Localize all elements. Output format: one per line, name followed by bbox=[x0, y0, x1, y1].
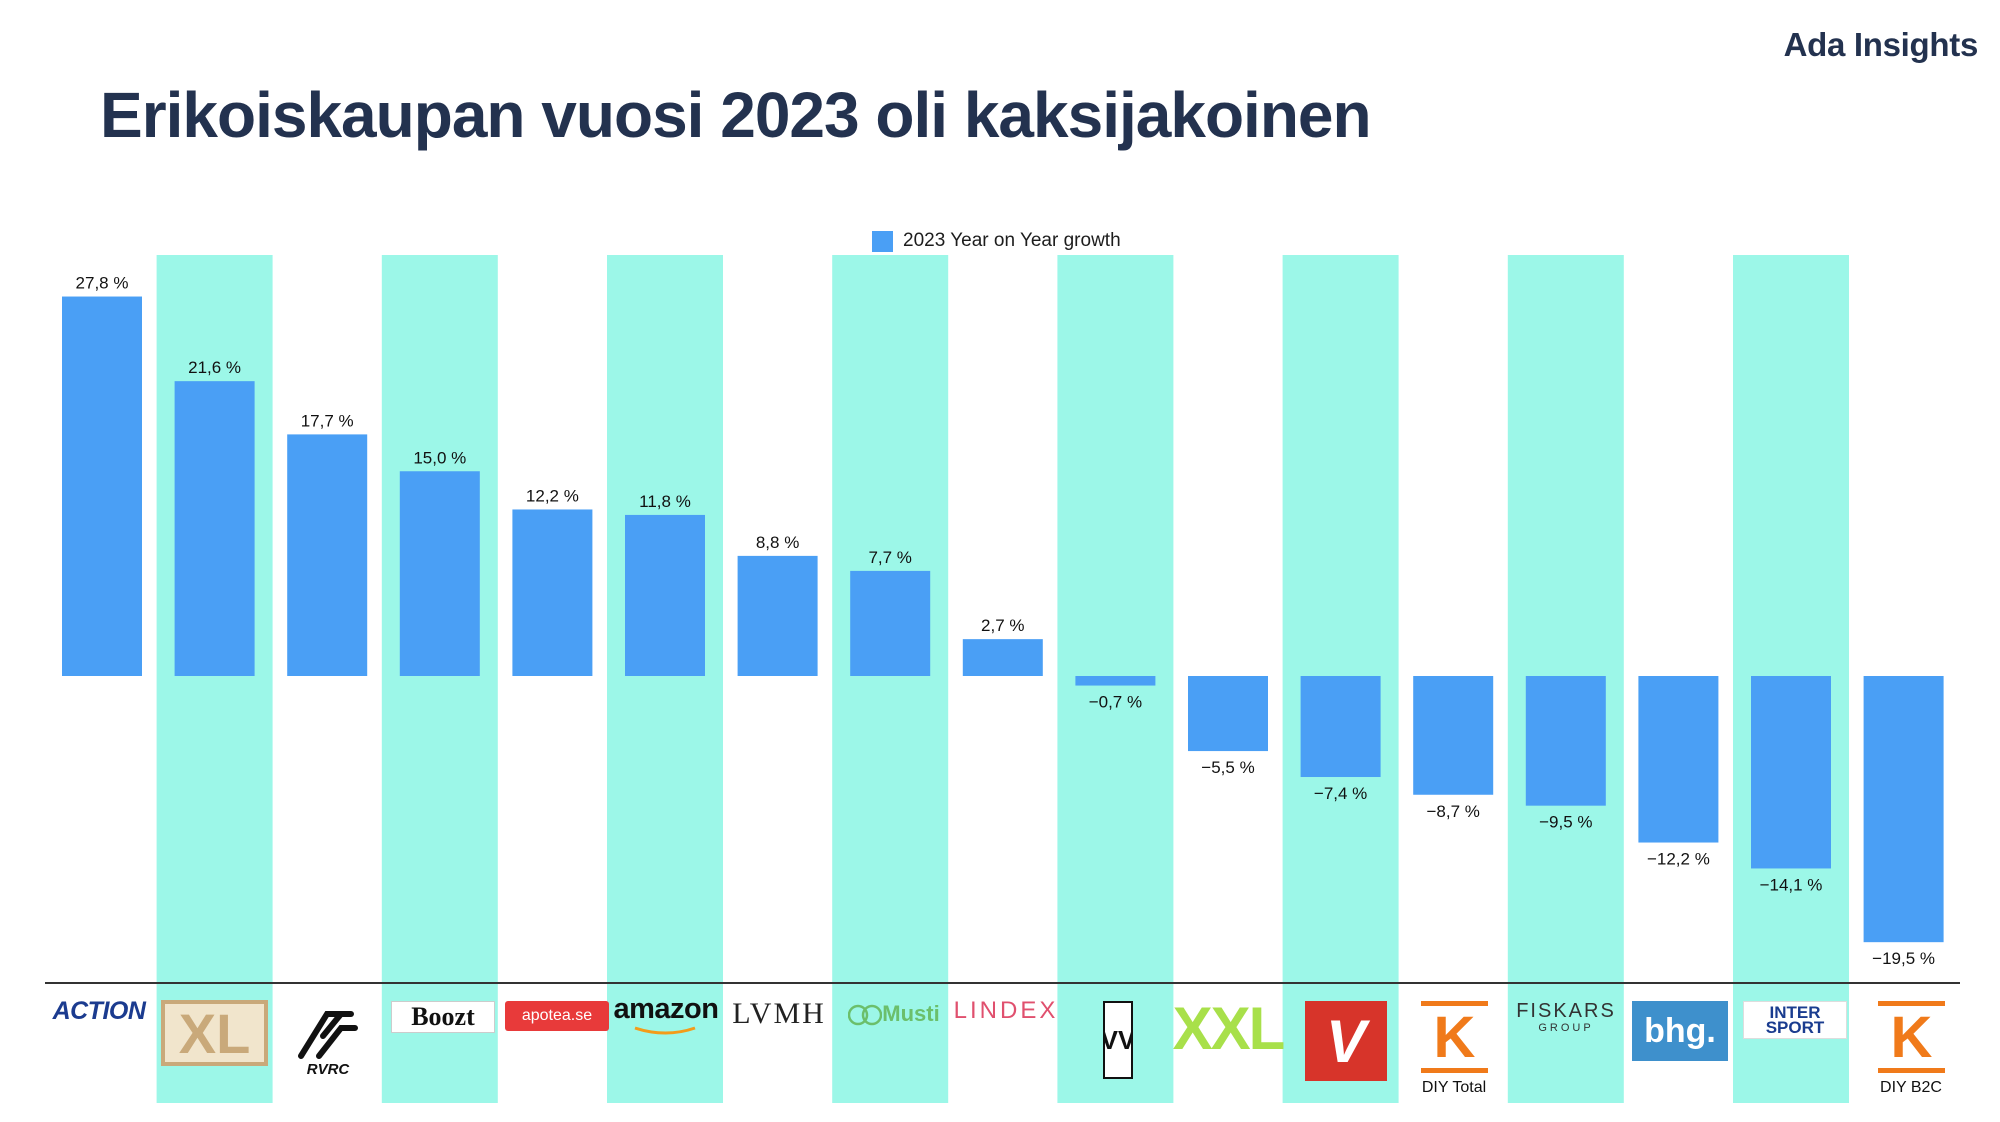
background-stripe bbox=[832, 255, 949, 1103]
logo-apotea: apotea.se bbox=[505, 1001, 609, 1031]
bar-fiskars-group bbox=[1525, 676, 1606, 806]
logo-vv: VV bbox=[1103, 1001, 1133, 1079]
data-label: −0,7 % bbox=[1089, 693, 1142, 712]
logo-musti: Musti bbox=[838, 997, 950, 1031]
page-title: Erikoiskaupan vuosi 2023 oli kaksijakoin… bbox=[100, 79, 1372, 151]
logo-k-diy-b2c: K bbox=[1878, 1001, 1945, 1073]
data-label: 8,8 % bbox=[756, 533, 799, 552]
logo-rvrc: RVRC bbox=[282, 1000, 374, 1084]
sublabel-diy-b2c: DIY B2C bbox=[1880, 1079, 1942, 1096]
data-label: −12,2 % bbox=[1647, 850, 1710, 869]
bar-apotea-se bbox=[512, 509, 593, 676]
data-label: 21,6 % bbox=[188, 358, 241, 377]
legend-swatch bbox=[872, 230, 893, 252]
data-label: −19,5 % bbox=[1872, 949, 1935, 968]
data-label: 7,7 % bbox=[868, 548, 911, 567]
chart-legend: 2023 Year on Year growth bbox=[872, 230, 1121, 252]
bar-xxl bbox=[1188, 676, 1268, 752]
sublabel-diy-total: DIY Total bbox=[1421, 1079, 1487, 1096]
bar-lvmh bbox=[737, 555, 818, 676]
logo-fiskars-text: FISKARS bbox=[1516, 999, 1616, 1022]
data-label: −9,5 % bbox=[1539, 813, 1592, 832]
legend-label: 2023 Year on Year growth bbox=[903, 230, 1121, 251]
rvrc-mark-icon bbox=[298, 1011, 358, 1059]
logo-rvrc-text: RVRC bbox=[306, 1061, 350, 1078]
logo-fiskars: FISKARS GROUP bbox=[1508, 996, 1624, 1038]
logo-xxl: XXL bbox=[1172, 996, 1284, 1060]
bar-xl-bygg bbox=[174, 381, 255, 676]
amazon-smile-icon bbox=[634, 1026, 696, 1034]
data-label: −7,4 % bbox=[1314, 784, 1367, 803]
bar-amazon bbox=[625, 514, 705, 676]
musti-pets-icon bbox=[848, 1004, 883, 1026]
logo-fiskars-sub: GROUP bbox=[1538, 1021, 1594, 1034]
bar-k-diy-b2c bbox=[1863, 676, 1944, 943]
data-label: −14,1 % bbox=[1760, 875, 1823, 894]
data-label: 11,8 % bbox=[639, 492, 691, 511]
data-label: −8,7 % bbox=[1426, 802, 1479, 821]
bar-boozt-com bbox=[399, 471, 480, 676]
bar-verkkokauppa-com bbox=[1300, 676, 1381, 778]
bar-k-diy-total bbox=[1413, 676, 1494, 795]
bar-lindex bbox=[962, 639, 1043, 676]
logo-bhg: bhg. bbox=[1632, 1001, 1728, 1061]
bar-intersport bbox=[1751, 676, 1831, 869]
data-label: 2,7 % bbox=[981, 616, 1024, 635]
bar-vv bbox=[1075, 676, 1156, 686]
logo-amazon: amazon bbox=[610, 992, 722, 1036]
logo-lvmh: LVMH bbox=[732, 997, 826, 1030]
logo-verkkokauppa: V bbox=[1305, 1001, 1387, 1081]
data-label: 12,2 % bbox=[526, 486, 579, 505]
logo-boozt: Boozt bbox=[391, 1001, 495, 1033]
logo-k-diy-total: K bbox=[1421, 1001, 1488, 1073]
bar-action bbox=[62, 296, 142, 676]
logo-action: ACTION bbox=[52, 996, 146, 1025]
logo-musti-text: Musti bbox=[882, 1001, 940, 1026]
background-stripe bbox=[607, 255, 723, 1103]
brand-name: Ada Insights bbox=[1783, 26, 1979, 63]
logo-intersport: INTER SPORT bbox=[1743, 1001, 1847, 1039]
data-label: 27,8 % bbox=[76, 274, 129, 293]
bar-bhg- bbox=[1638, 676, 1719, 843]
data-label: 17,7 % bbox=[301, 411, 354, 430]
logo-amazon-text: amazon bbox=[613, 992, 719, 1025]
bar-musti-group bbox=[850, 570, 931, 676]
bar-rvrc bbox=[287, 434, 368, 676]
background-stripe bbox=[381, 255, 498, 1103]
logo-xl-bygg: XL bbox=[161, 1000, 268, 1066]
data-label: −5,5 % bbox=[1201, 758, 1254, 777]
data-label: 15,0 % bbox=[413, 448, 466, 467]
logo-lindex: LINDEX bbox=[953, 997, 1059, 1024]
